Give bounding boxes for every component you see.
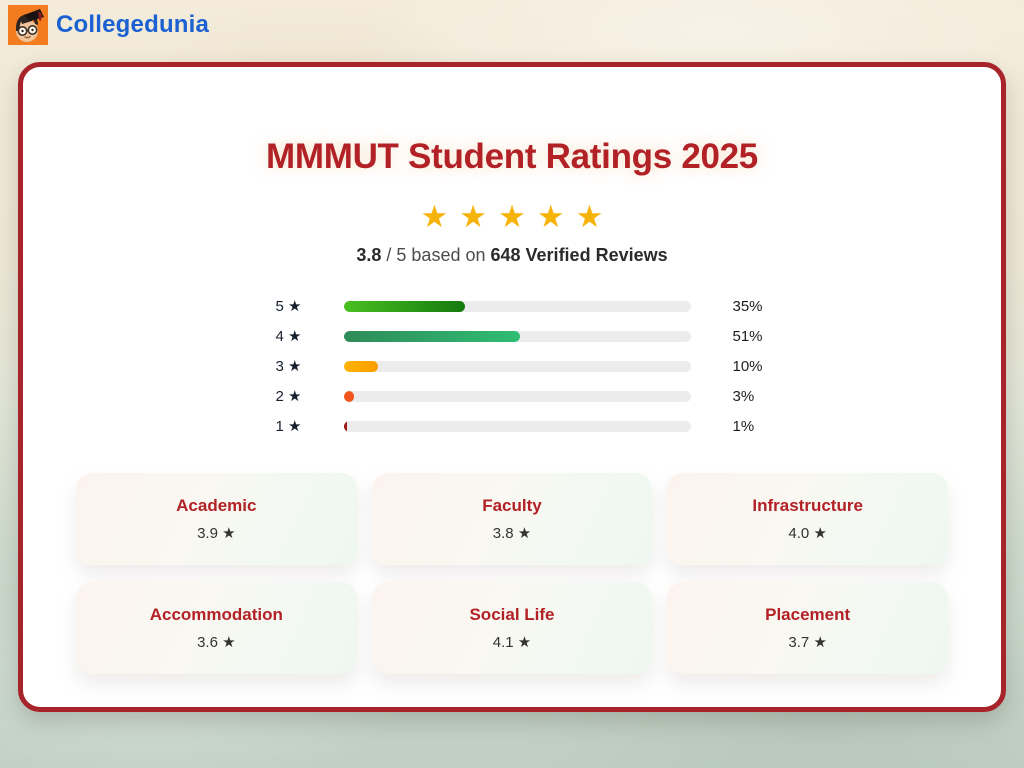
card-title: Accommodation bbox=[149, 605, 283, 624]
review-summary: 3.8 / 5 based on 648 Verified Reviews bbox=[23, 245, 1001, 266]
bar-track bbox=[343, 330, 691, 342]
card-title: Academic bbox=[176, 496, 257, 515]
category-rating-cards: Academic 3.9 ★ Faculty 3.8 ★ Infrastruct… bbox=[76, 473, 948, 674]
card-title: Faculty bbox=[482, 496, 542, 515]
overall-score: 3.8 bbox=[356, 245, 382, 265]
bar-percent: 51% bbox=[732, 327, 763, 345]
bar-track bbox=[343, 420, 691, 432]
card-rating-value: 3.6 ★ bbox=[197, 634, 236, 651]
bar-fill bbox=[343, 300, 465, 312]
card-accommodation: Accommodation 3.6 ★ bbox=[76, 582, 357, 674]
bar-track bbox=[343, 360, 691, 372]
bar-percent: 35% bbox=[732, 297, 763, 315]
rating-bar-row-3-star: 3 ★ 10% bbox=[23, 351, 1001, 381]
bar-fill bbox=[343, 360, 379, 372]
card-infrastructure: Infrastructure 4.0 ★ bbox=[667, 473, 948, 565]
card-title: Placement bbox=[765, 605, 851, 624]
overall-star-rating-icons: ★★★★★ bbox=[420, 199, 615, 234]
card-rating-value: 3.8 ★ bbox=[492, 525, 532, 542]
brand-name: Collegedunia bbox=[56, 11, 210, 38]
bar-label: 2 ★ bbox=[275, 388, 302, 405]
rating-bar-row-5-star: 5 ★ 35% bbox=[23, 291, 1001, 321]
card-placement: Placement 3.7 ★ bbox=[667, 582, 948, 674]
page-title: MMMUT Student Ratings 2025 bbox=[266, 137, 758, 176]
bar-percent: 3% bbox=[732, 387, 755, 405]
card-title: Infrastructure bbox=[752, 496, 863, 515]
card-rating-value: 3.7 ★ bbox=[788, 634, 827, 651]
bar-percent: 10% bbox=[732, 357, 763, 375]
rating-distribution: 5 ★ 35% 4 ★ 51% 3 ★ 10% 2 ★ 3% 1 ★ 1% bbox=[23, 291, 1001, 441]
bar-track bbox=[343, 300, 691, 312]
rating-bar-row-1-star: 1 ★ 1% bbox=[23, 411, 1001, 441]
summary-mid-text: / 5 based on bbox=[381, 245, 491, 265]
collegedunia-mascot-icon bbox=[8, 5, 48, 45]
card-title: Social Life bbox=[469, 605, 555, 624]
bar-fill bbox=[343, 390, 354, 402]
card-faculty: Faculty 3.8 ★ bbox=[371, 473, 653, 565]
bar-track bbox=[343, 390, 691, 402]
bar-percent: 1% bbox=[732, 417, 755, 435]
rating-bar-row-4-star: 4 ★ 51% bbox=[23, 321, 1001, 351]
verified-reviews-count: 648 Verified Reviews bbox=[490, 245, 668, 265]
ratings-panel: MMMUT Student Ratings 2025 ★★★★★ 3.8 / 5… bbox=[18, 62, 1006, 712]
bar-label: 5 ★ bbox=[275, 298, 302, 315]
card-rating-value: 4.1 ★ bbox=[492, 634, 532, 651]
card-rating-value: 3.9 ★ bbox=[197, 525, 236, 542]
bar-label: 4 ★ bbox=[275, 328, 302, 345]
rating-bar-row-2-star: 2 ★ 3% bbox=[23, 381, 1001, 411]
card-academic: Academic 3.9 ★ bbox=[76, 473, 357, 565]
bar-label: 1 ★ bbox=[275, 418, 302, 435]
card-rating-value: 4.0 ★ bbox=[788, 525, 827, 542]
bar-label: 3 ★ bbox=[275, 358, 302, 375]
bar-fill bbox=[343, 420, 347, 432]
card-social-life: Social Life 4.1 ★ bbox=[371, 582, 653, 674]
brand-header: Collegedunia bbox=[8, 5, 209, 45]
bar-fill bbox=[343, 330, 521, 342]
